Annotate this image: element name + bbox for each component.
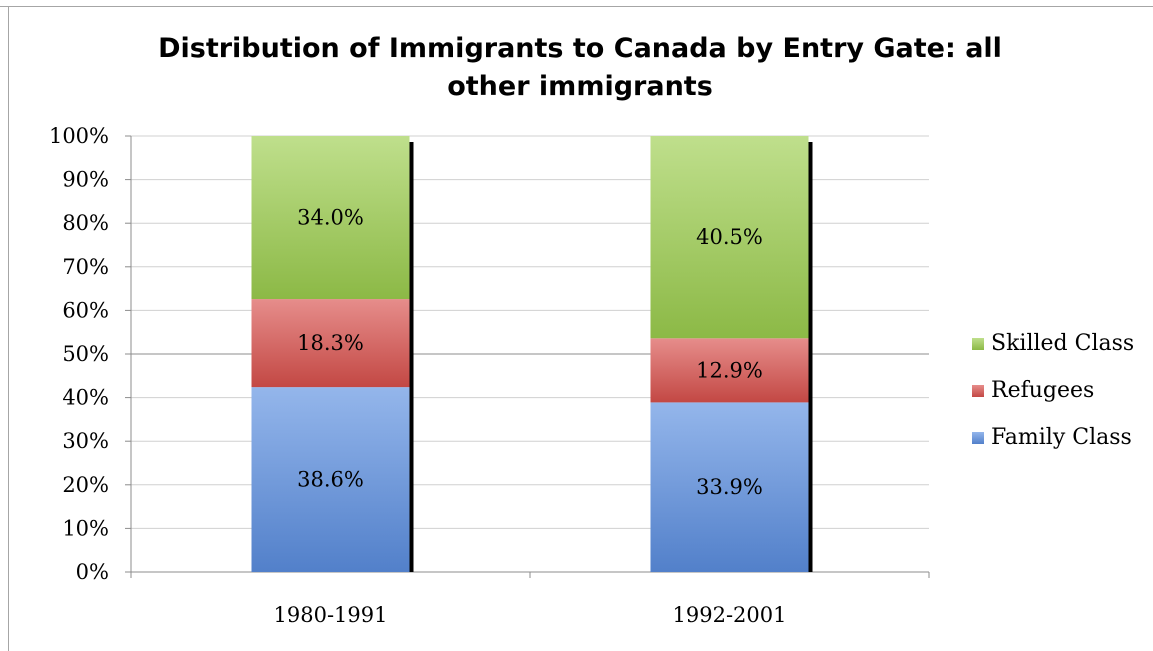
legend-label: Refugees <box>991 378 1095 403</box>
data-label: 34.0% <box>297 206 364 230</box>
bar-skilled-class <box>650 136 809 339</box>
y-tick-label: 70% <box>62 255 109 279</box>
bar-refugees <box>251 299 410 388</box>
y-tick-label: 10% <box>62 516 109 540</box>
bar-family-class <box>650 402 809 572</box>
bar-family-class <box>251 387 410 572</box>
legend-label: Family Class <box>991 425 1132 450</box>
y-tick-label: 30% <box>62 429 109 453</box>
chart-title: Distribution of Immigrants to Canada by … <box>158 33 1002 102</box>
y-tick-label: 40% <box>62 386 109 410</box>
data-label: 12.9% <box>696 358 763 382</box>
chart-frame-left <box>8 6 9 651</box>
legend-item: Family Class <box>972 414 1134 461</box>
legend-item: Skilled Class <box>972 320 1134 367</box>
data-label: 38.6% <box>297 468 364 492</box>
bar-refugees <box>650 338 809 403</box>
y-tick-label: 100% <box>49 124 109 148</box>
y-tick-label: 20% <box>62 473 109 497</box>
legend-swatch <box>972 431 984 444</box>
legend-label: Skilled Class <box>991 331 1135 356</box>
x-tick-label: 1980-1991 <box>274 603 388 627</box>
y-tick-label: 50% <box>62 342 109 366</box>
chart-frame-top <box>0 6 1153 7</box>
y-tick-label: 60% <box>62 298 109 322</box>
legend-swatch <box>972 384 984 397</box>
legend-item: Refugees <box>972 367 1134 414</box>
x-tick-label: 1992-2001 <box>673 603 787 627</box>
data-label: 18.3% <box>297 331 364 355</box>
data-label: 40.5% <box>696 225 763 249</box>
bar-skilled-class <box>251 136 410 300</box>
legend: Skilled Class Refugees Family Class <box>972 320 1134 461</box>
legend-swatch <box>972 337 984 350</box>
y-tick-label: 80% <box>62 211 109 235</box>
y-tick-label: 0% <box>76 560 109 584</box>
data-label: 33.9% <box>696 475 763 499</box>
y-tick-label: 90% <box>62 168 109 192</box>
